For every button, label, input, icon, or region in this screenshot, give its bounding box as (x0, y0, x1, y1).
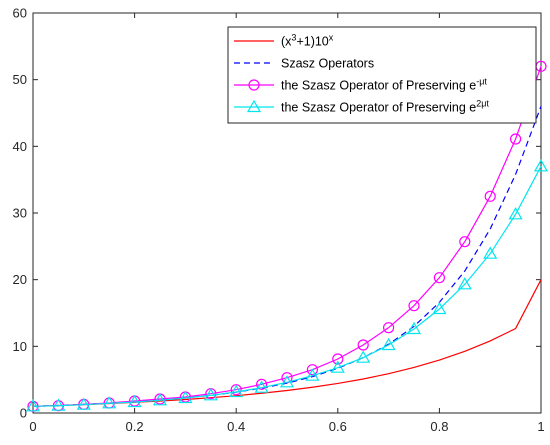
y-tick-label: 50 (13, 72, 27, 87)
data-point-marker (229, 384, 244, 398)
data-point-marker (76, 397, 91, 410)
legend-label: the Szasz Operator of Preserving e2μt (281, 99, 489, 115)
data-point-marker (483, 246, 498, 259)
data-point-marker (509, 133, 522, 145)
legend-label-superscript: x (329, 33, 334, 43)
data-point-marker (508, 207, 523, 220)
x-tick-label: 0 (29, 419, 36, 434)
data-point-marker (25, 399, 41, 412)
data-point-marker (178, 390, 193, 404)
data-point-marker (383, 322, 395, 334)
x-tick-label: 0.2 (126, 419, 144, 434)
data-point-marker (433, 272, 445, 284)
data-point-marker (432, 301, 447, 315)
y-tick-label: 0 (20, 406, 27, 421)
legend-item: (x3+1)10x (234, 33, 334, 49)
data-point-marker (533, 159, 549, 172)
data-point-marker (459, 236, 471, 248)
legend-item: the Szasz Operator of Preserving e2μt (234, 99, 489, 115)
y-tick-label: 60 (13, 6, 27, 21)
data-point-marker (51, 398, 66, 411)
legend-label-text: (x (281, 35, 292, 49)
legend-marker (246, 99, 262, 113)
legend-label-superscript: 2μt (476, 99, 489, 109)
data-point-marker (203, 388, 218, 401)
legend-item: Szasz Operators (234, 57, 374, 71)
data-point-marker (406, 321, 422, 335)
data-point-marker (457, 277, 472, 290)
legend-label-text: the Szasz Operator of Preserving e (281, 79, 476, 93)
y-tick-label: 40 (13, 139, 27, 154)
data-point-marker (381, 337, 396, 351)
y-tick-label: 20 (13, 272, 27, 287)
legend-label: (x3+1)10x (281, 33, 334, 49)
data-point-marker (356, 350, 371, 363)
data-point-marker (484, 190, 496, 202)
data-point-marker (152, 393, 168, 406)
legend-label-text: the Szasz Operator of Preserving e (281, 101, 476, 115)
data-point-marker (256, 378, 268, 390)
x-tick-label: 0.8 (430, 419, 448, 434)
data-point-marker (408, 300, 420, 312)
legend-marker (248, 79, 260, 91)
plot-series (25, 60, 549, 412)
data-point-marker (279, 375, 295, 388)
x-tick-label: 0.4 (227, 419, 245, 434)
legend-label-superscript: -μt (476, 77, 487, 87)
data-point-marker (306, 364, 318, 376)
legend-item: the Szasz Operator of Preserving e-μt (234, 77, 487, 93)
series-line (32, 166, 542, 407)
legend-label-text: Szasz Operators (281, 57, 374, 71)
data-point-marker (332, 353, 344, 365)
legend-label-text: +1)10 (296, 35, 328, 49)
x-tick-label: 0.6 (329, 419, 347, 434)
legend-label: the Szasz Operator of Preserving e-μt (281, 77, 487, 93)
data-point-marker (305, 368, 320, 381)
legend-box (227, 26, 537, 124)
data-point-marker (102, 396, 117, 409)
data-point-marker (127, 394, 142, 408)
series-4 (25, 159, 549, 412)
y-tick-label: 10 (13, 339, 27, 354)
y-tick-label: 30 (13, 206, 27, 221)
x-tick-label: 1 (537, 419, 544, 434)
legend-label-superscript: 3 (291, 33, 296, 43)
data-point-marker (254, 380, 269, 393)
data-point-marker (357, 339, 369, 351)
data-point-marker (230, 384, 242, 396)
legend-label: Szasz Operators (281, 57, 374, 71)
legend: (x3+1)10x Szasz Operators the Szasz Operat… (227, 26, 537, 124)
data-point-marker (330, 360, 345, 373)
